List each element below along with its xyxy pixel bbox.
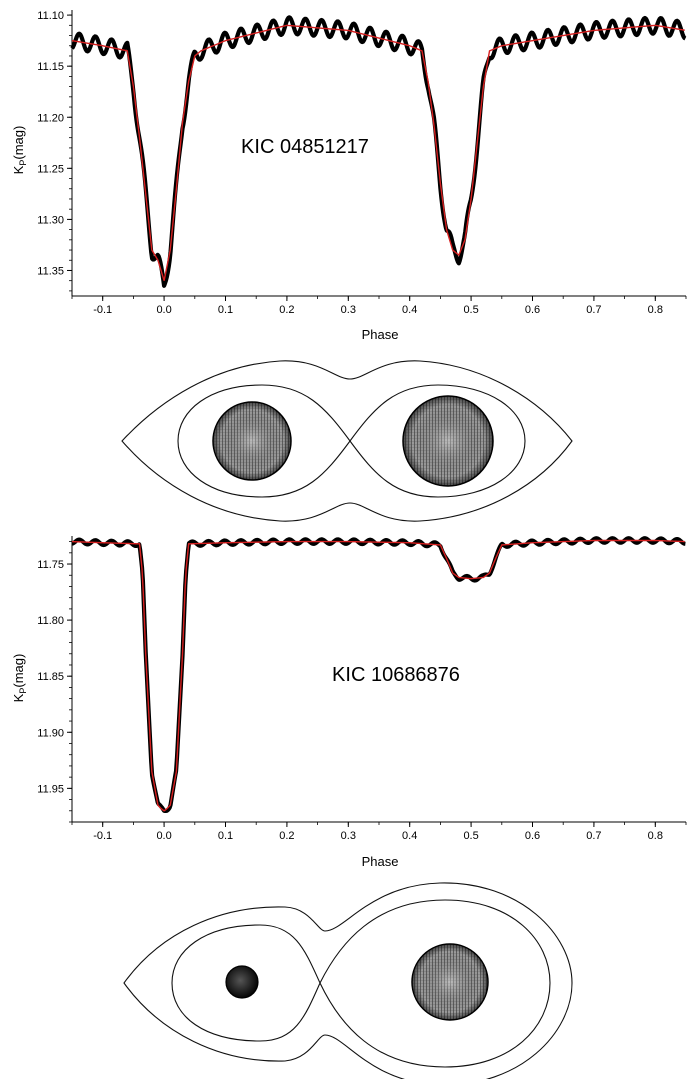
roche-lobe-diagram-2 bbox=[123, 882, 573, 1079]
plot1-y-axis-symbol: K bbox=[11, 165, 26, 174]
plot1-y-axis-title: KP(mag) bbox=[11, 126, 28, 175]
plot1-x-tick-label: 0.6 bbox=[525, 304, 540, 316]
plot1-axes bbox=[71, 10, 686, 297]
plot1-y-tick-label: 11.20 bbox=[37, 112, 64, 124]
plot1-x-tick-label: 0.5 bbox=[463, 304, 478, 316]
plot2-target-label: KIC 10686876 bbox=[332, 664, 460, 686]
roche-lobe-diagram-1 bbox=[121, 360, 573, 522]
plot1-x-tick-label: 0.7 bbox=[586, 304, 601, 316]
plot2-y-tick-label: 11.80 bbox=[37, 615, 64, 627]
plot2-y-tick-label: 11.85 bbox=[37, 671, 64, 683]
plot1-y-tick-label: 11.30 bbox=[37, 214, 64, 226]
plot2-y-ticks: 11.75 11.80 11.85 11.90 11.95 bbox=[37, 541, 72, 823]
light-curve-plot-kic-04851217: -0.1 0.0 0.1 0.2 0.3 0.4 0.5 0.6 0.7 0.8 11.1011.… bbox=[11, 10, 687, 342]
plot2-x-tick-label: 0.1 bbox=[218, 830, 233, 842]
plot2-y-tick-label: 11.90 bbox=[37, 727, 64, 739]
plot1-x-tick-label: 0.0 bbox=[156, 304, 171, 316]
plot1-x-tick-label: 0.3 bbox=[341, 304, 356, 316]
plot1-x-tick-label: 0.2 bbox=[279, 304, 294, 316]
plot2-x-tick-label: 0.4 bbox=[402, 830, 417, 842]
plot1-x-axis-title: Phase bbox=[362, 327, 399, 342]
roche2-inner-lobes bbox=[171, 899, 551, 1068]
light-curve-plot-kic-10686876: -0.1 0.0 0.1 0.2 0.3 0.4 0.5 0.6 0.7 0.8 11.7511.… bbox=[11, 536, 687, 869]
plot1-y-tick-label: 11.15 bbox=[37, 61, 64, 73]
roche2-star-left bbox=[225, 965, 259, 999]
plot1-x-tick-label: -0.1 bbox=[93, 304, 112, 316]
plot2-y-axis-title: KP(mag) bbox=[11, 654, 28, 703]
plot1-x-tick-label: 0.4 bbox=[402, 304, 417, 316]
plot2-x-axis-title: Phase bbox=[362, 854, 399, 869]
plot1-observed-series-line bbox=[70, 15, 687, 288]
plot1-y-axis-subscript: P bbox=[18, 160, 28, 166]
plot1-y-tick-label: 11.10 bbox=[37, 10, 64, 22]
plot1-x-tick-label: 0.8 bbox=[648, 304, 663, 316]
roche1-inner-lobes bbox=[177, 384, 526, 498]
plot2-x-tick-label: 0.6 bbox=[525, 830, 540, 842]
plot2-y-axis-subscript: P bbox=[18, 688, 28, 694]
plot2-x-ticks: -0.1 0.0 0.1 0.2 0.3 0.4 0.5 0.6 0.7 0.8 bbox=[71, 822, 687, 842]
plot1-x-ticks: -0.1 0.0 0.1 0.2 0.3 0.4 0.5 0.6 0.7 0.8 bbox=[71, 296, 687, 316]
plot2-x-tick-label: -0.1 bbox=[93, 830, 112, 842]
roche2-outer-contour bbox=[123, 882, 573, 1079]
plot1-x-tick-label: 0.1 bbox=[218, 304, 233, 316]
plot1-target-label: KIC 04851217 bbox=[241, 136, 369, 158]
plot2-y-tick-label: 11.75 bbox=[37, 559, 64, 571]
plot2-x-tick-label: 0.7 bbox=[586, 830, 601, 842]
plot1-y-tick-label: 11.35 bbox=[37, 265, 64, 277]
plot1-series bbox=[70, 15, 687, 288]
plot2-y-axis-unit: (mag) bbox=[11, 654, 26, 688]
roche1-star-right bbox=[402, 395, 494, 487]
plot2-y-tick-label: 11.95 bbox=[37, 783, 64, 795]
roche1-outer-contour bbox=[121, 360, 573, 522]
plot2-x-tick-label: 0.5 bbox=[463, 830, 478, 842]
plot2-y-axis-symbol: K bbox=[11, 693, 26, 702]
plot2-series bbox=[70, 536, 687, 814]
plot1-y-axis-unit: (mag) bbox=[11, 126, 26, 160]
plot2-x-tick-label: 0.8 bbox=[648, 830, 663, 842]
roche1-star-left bbox=[212, 401, 292, 481]
plot1-model-series-line bbox=[71, 24, 685, 281]
plot2-x-tick-label: 0.2 bbox=[279, 830, 294, 842]
roche2-star-right bbox=[411, 943, 489, 1021]
plot1-y-tick-label: 11.25 bbox=[37, 163, 64, 175]
plot2-x-tick-label: 0.3 bbox=[341, 830, 356, 842]
plot1-y-ticks: 11.10 11.15 11.20 11.25 11.30 11.35 bbox=[37, 10, 72, 292]
plot2-model-series-line bbox=[71, 539, 685, 812]
plot2-x-tick-label: 0.0 bbox=[156, 830, 171, 842]
